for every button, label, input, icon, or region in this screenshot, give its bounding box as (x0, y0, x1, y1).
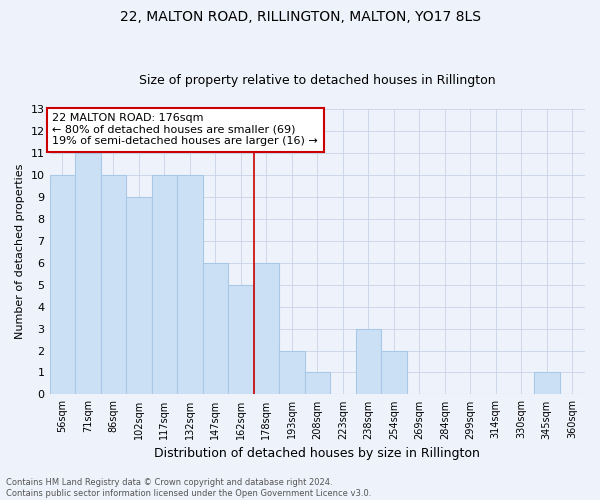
Bar (228, 284, 254, 395)
Bar (75, 153, 101, 394)
Y-axis label: Number of detached properties: Number of detached properties (15, 164, 25, 340)
Text: 22, MALTON ROAD, RILLINGTON, MALTON, YO17 8LS: 22, MALTON ROAD, RILLINGTON, MALTON, YO1… (119, 10, 481, 24)
Bar (279, 350, 305, 395)
Bar (356, 328, 381, 394)
Title: Size of property relative to detached houses in Rillington: Size of property relative to detached ho… (139, 74, 496, 87)
Bar (203, 262, 228, 394)
Bar (381, 350, 407, 395)
Text: 22 MALTON ROAD: 176sqm
← 80% of detached houses are smaller (69)
19% of semi-det: 22 MALTON ROAD: 176sqm ← 80% of detached… (52, 114, 318, 146)
Bar (305, 372, 330, 394)
X-axis label: Distribution of detached houses by size in Rillington: Distribution of detached houses by size … (154, 447, 480, 460)
Bar (50, 175, 75, 394)
Bar (177, 175, 203, 394)
Bar (534, 372, 560, 394)
Bar (152, 175, 177, 394)
Bar (101, 175, 126, 394)
Bar (254, 262, 279, 394)
Bar (126, 197, 152, 394)
Text: Contains HM Land Registry data © Crown copyright and database right 2024.
Contai: Contains HM Land Registry data © Crown c… (6, 478, 371, 498)
